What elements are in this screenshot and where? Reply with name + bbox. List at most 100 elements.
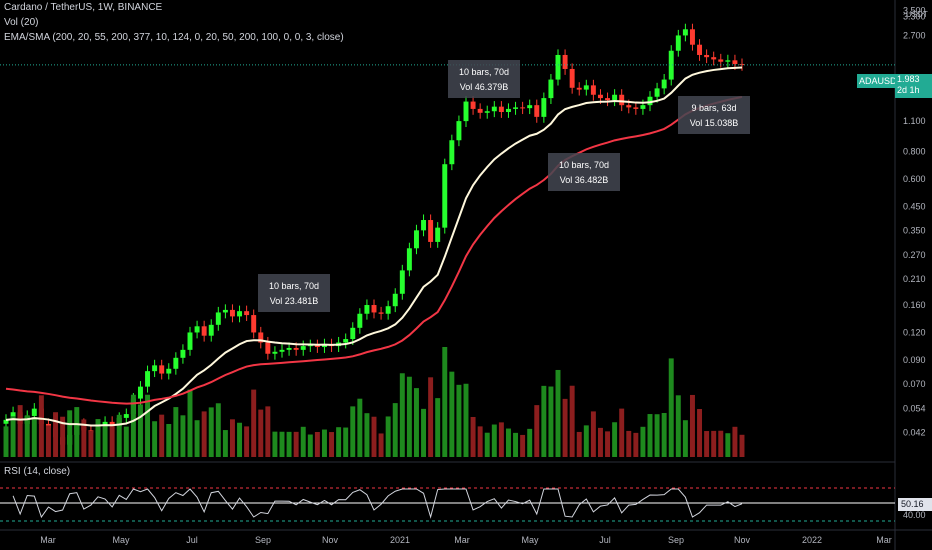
- price-tick-label: 2.700: [903, 30, 926, 40]
- volume-bar: [10, 416, 16, 457]
- volume-bar: [159, 414, 165, 457]
- price-tick-label: 0.350: [903, 225, 926, 235]
- volume-bar: [60, 416, 66, 457]
- time-axis-label: Mar: [454, 535, 470, 545]
- candle: [180, 349, 186, 358]
- volume-bar: [520, 434, 526, 457]
- volume-bar: [541, 385, 547, 457]
- candle: [265, 342, 271, 354]
- volume-bar: [251, 389, 257, 457]
- volume-bar: [102, 425, 108, 457]
- candle: [626, 105, 632, 108]
- annotation-box-4: [678, 96, 750, 134]
- ema-slow-line: [5, 95, 743, 405]
- volume-bar: [123, 426, 129, 457]
- candle: [371, 305, 377, 313]
- ema-fast-line: [5, 66, 743, 427]
- annotation-volume-label: Vol 15.038B: [690, 118, 739, 128]
- volume-bar: [435, 398, 441, 457]
- volume-bar: [336, 427, 342, 457]
- rsi-tick-label: 40.00: [903, 510, 926, 520]
- volume-bar: [109, 425, 115, 457]
- candle: [3, 419, 9, 424]
- candle: [718, 59, 724, 62]
- volume-bar: [689, 394, 695, 457]
- time-axis-label: 2022: [802, 535, 822, 545]
- volume-bar: [194, 420, 200, 457]
- price-tick-label: 0.600: [903, 174, 926, 184]
- volume-bar: [173, 407, 179, 457]
- candle: [293, 347, 299, 350]
- bar-countdown: 2d 1h: [897, 85, 920, 95]
- volume-bar: [38, 395, 44, 457]
- candle: [640, 105, 646, 109]
- candle: [541, 98, 547, 117]
- candle: [215, 312, 221, 325]
- candle: [654, 88, 660, 97]
- candle: [137, 386, 143, 399]
- candle: [704, 54, 710, 58]
- rsi-value-flag: 50.16: [898, 498, 932, 511]
- volume-bar: [668, 358, 674, 457]
- annotation-bars-label: 9 bars, 63d: [691, 103, 736, 113]
- candle: [682, 29, 688, 36]
- candle: [513, 107, 519, 109]
- last-price-flag: 1.983 2d 1h: [895, 74, 932, 98]
- volume-bar: [484, 432, 490, 457]
- volume-bar: [45, 425, 51, 457]
- volume-bar: [569, 385, 575, 457]
- volume-bar: [463, 383, 469, 457]
- volume-bar: [272, 431, 278, 457]
- price-tick-label: 0.450: [903, 201, 926, 211]
- candle: [10, 412, 16, 420]
- volume-bar: [442, 347, 448, 457]
- volume-bar: [697, 409, 703, 457]
- volume-bar: [597, 427, 603, 457]
- price-tick-label: 1.100: [903, 116, 926, 126]
- time-axis-label: Mar: [40, 535, 56, 545]
- candle: [583, 85, 589, 90]
- volume-bar: [95, 419, 101, 457]
- candle: [244, 311, 250, 316]
- volume-bar: [145, 394, 151, 457]
- candle: [668, 50, 674, 80]
- volume-bar: [675, 395, 681, 457]
- volume-bar: [491, 424, 497, 457]
- candle: [194, 326, 200, 333]
- candle: [449, 140, 455, 165]
- candle: [350, 327, 356, 340]
- volume-bar: [619, 408, 625, 457]
- volume-bar: [222, 430, 228, 457]
- volume-bar: [321, 429, 327, 457]
- candle: [527, 105, 533, 109]
- volume-bar: [647, 414, 653, 457]
- time-axis-label: Nov: [322, 535, 339, 545]
- candle: [491, 106, 497, 112]
- candle: [251, 315, 257, 333]
- price-tick-label: 3.300: [903, 11, 926, 21]
- candle: [357, 313, 363, 328]
- volume-bar: [477, 426, 483, 457]
- candle: [413, 230, 419, 249]
- annotation-box-3: [548, 153, 620, 191]
- volume-bar: [505, 428, 511, 457]
- candle: [562, 54, 568, 69]
- volume-bar: [67, 410, 73, 457]
- candle: [201, 326, 207, 336]
- candle: [548, 79, 554, 99]
- volume-bar: [265, 406, 271, 457]
- candle: [647, 96, 653, 106]
- volume-bar: [399, 373, 405, 457]
- candle: [697, 44, 703, 55]
- volume-bar: [74, 407, 80, 457]
- volume-bar: [371, 416, 377, 457]
- volume-bar: [682, 420, 688, 457]
- volume-bar: [392, 403, 398, 457]
- price-tick-label: 0.090: [903, 355, 926, 365]
- price-tick-label: 3.500: [903, 6, 926, 16]
- time-axis-label: Jul: [599, 535, 611, 545]
- candle: [520, 107, 526, 109]
- candle: [576, 87, 582, 90]
- candle: [364, 305, 370, 314]
